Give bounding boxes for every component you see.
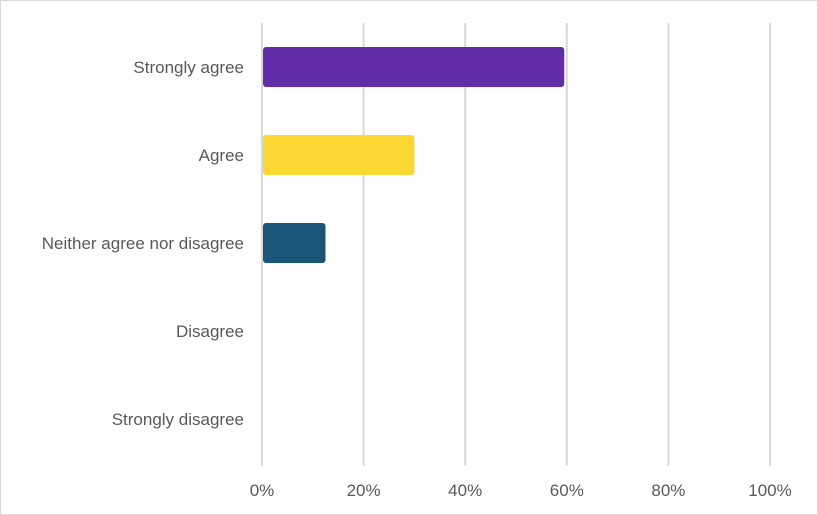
x-tick-label: 100% [748,481,791,500]
category-label: Strongly agree [133,58,244,77]
category-label: Disagree [176,322,244,341]
x-tick-label: 40% [448,481,482,500]
x-tick-label: 20% [347,481,381,500]
bar-neither-agree-nor-disagree [263,223,326,263]
x-tick-label: 0% [250,481,275,500]
x-tick-label: 80% [651,481,685,500]
bars [263,47,565,263]
gridlines [261,23,771,466]
category-label: Neither agree nor disagree [42,234,244,253]
category-label: Agree [199,146,244,165]
x-tick-label: 60% [550,481,584,500]
category-label: Strongly disagree [112,410,244,429]
bar-agree [263,135,415,175]
category-labels: Strongly agree Agree Neither agree nor dis… [42,58,244,429]
bar-strongly-agree [263,47,565,87]
x-axis-tick-labels: 0% 20% 40% 60% 80% 100% [250,481,792,500]
